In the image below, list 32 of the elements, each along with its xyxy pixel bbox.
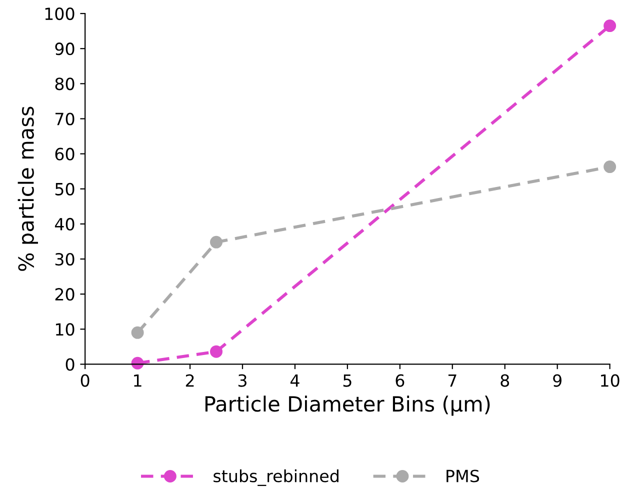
x-tick-label: 9 xyxy=(553,374,562,387)
x-axis-title: Particle Diameter Bins (µm) xyxy=(205,396,490,416)
x-tick-label: 6 xyxy=(396,374,404,387)
y-tick-label: 90 xyxy=(55,42,74,56)
x-tick-label: 1 xyxy=(134,374,142,387)
y-tick-label: 0 xyxy=(66,358,74,371)
legend-label: PMS xyxy=(446,470,480,482)
point xyxy=(210,236,223,248)
y-tick-label: 70 xyxy=(56,112,74,126)
point xyxy=(131,356,144,370)
y-tick-label: 20 xyxy=(55,288,74,301)
point xyxy=(210,345,223,358)
y-tick-label: 80 xyxy=(55,78,74,90)
x-tick-label: 8 xyxy=(500,374,510,387)
point xyxy=(131,326,144,339)
y-tick-label: 50 xyxy=(55,182,74,196)
x-tick-label: 10 xyxy=(601,374,620,387)
point xyxy=(604,160,616,174)
y-axis-title: % particle mass xyxy=(18,106,38,271)
y-tick-label: 40 xyxy=(54,218,74,231)
y-tick-label: 60 xyxy=(55,148,74,160)
x-tick-label: 3 xyxy=(238,374,246,387)
x-tick-label: 2 xyxy=(186,374,194,387)
x-tick-label: 4 xyxy=(290,374,300,387)
point xyxy=(604,20,616,32)
y-tick-label: 100 xyxy=(45,7,74,20)
y-tick-label: 10 xyxy=(56,323,74,336)
x-tick-label: 5 xyxy=(343,374,352,387)
y-tick-label: 30 xyxy=(55,252,74,266)
x-tick-label: 0 xyxy=(80,374,90,387)
x-tick-label: 7 xyxy=(448,374,456,387)
legend-label: stubs_rebinned xyxy=(214,469,338,486)
